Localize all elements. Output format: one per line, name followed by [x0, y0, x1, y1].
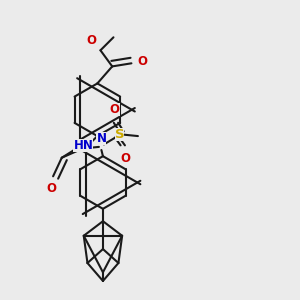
Text: O: O — [86, 34, 96, 47]
Text: O: O — [120, 152, 130, 164]
Text: N: N — [96, 132, 106, 146]
Text: O: O — [137, 55, 147, 68]
Text: O: O — [46, 182, 56, 195]
Text: O: O — [110, 103, 120, 116]
Text: S: S — [115, 128, 124, 141]
Text: HN: HN — [74, 139, 93, 152]
